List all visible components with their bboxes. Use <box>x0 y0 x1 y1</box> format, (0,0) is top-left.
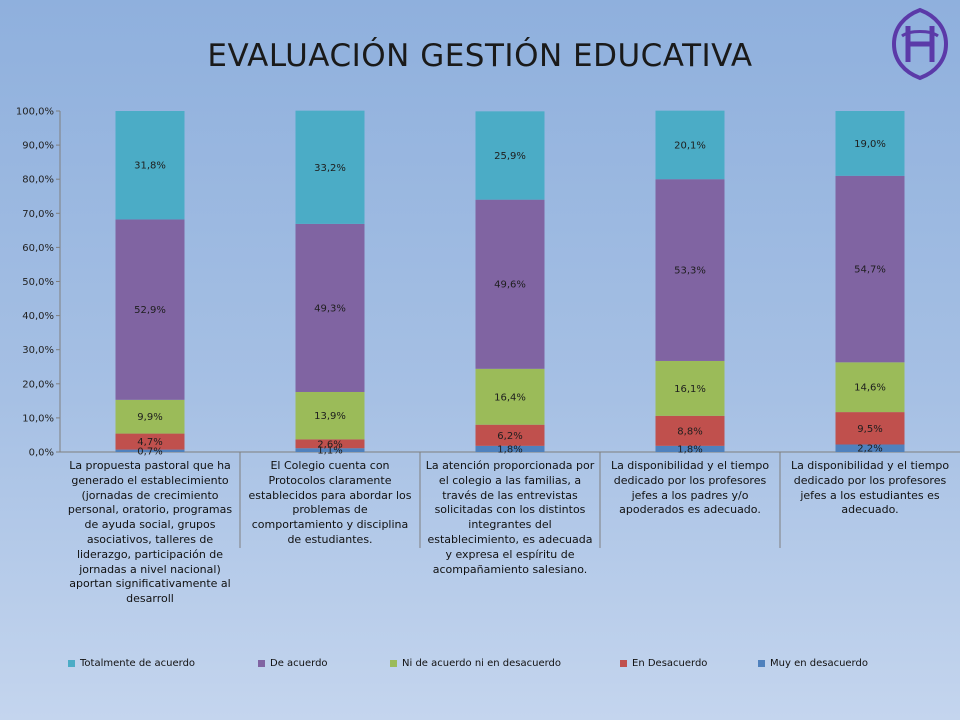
data-label: 53,3% <box>674 266 706 277</box>
legend-label: En Desacuerdo <box>632 658 708 669</box>
y-tick-label: 90,0% <box>22 141 54 152</box>
data-label: 1,8% <box>497 444 522 455</box>
data-label: 9,5% <box>857 424 882 435</box>
legend-item: Totalmente de acuerdo <box>68 658 195 669</box>
bar-segment <box>115 111 185 220</box>
bar-segment <box>655 110 725 180</box>
data-label: 9,9% <box>137 412 162 423</box>
data-label: 31,8% <box>134 161 166 172</box>
chart-axes: 0,0% 10,0% 20,0% 30,0% 40,0% 50,0% 60,0% 70,0% 8… <box>16 107 960 548</box>
legend-label: Totalmente de acuerdo <box>80 658 196 669</box>
data-label: 16,4% <box>494 392 526 403</box>
legend-item: En Desacuerdo <box>620 658 707 669</box>
bar-segment <box>835 444 905 452</box>
data-label: 1,8% <box>677 444 702 455</box>
x-category-label: La atención proporcionada por el colegio… <box>425 459 595 576</box>
bar-segment <box>475 111 545 200</box>
data-label: 54,7% <box>854 265 886 276</box>
bar-segment <box>475 368 545 425</box>
bar-segment <box>655 415 725 446</box>
bar-segment <box>835 362 905 413</box>
legend-swatch <box>68 660 75 667</box>
data-label: 49,3% <box>314 303 346 314</box>
bar-segment <box>835 111 905 176</box>
data-label: 4,7% <box>137 437 162 448</box>
data-label: 33,2% <box>314 163 346 174</box>
legend-swatch <box>620 660 627 667</box>
data-label: 13,9% <box>314 411 346 422</box>
bar-segment <box>295 439 365 449</box>
data-label: 14,6% <box>854 383 886 394</box>
bar-segment <box>115 433 185 450</box>
x-category-label: El Colegio cuenta con Protocolos clarame… <box>248 459 412 546</box>
chart-data-labels: 0,7%4,7% 9,9% 52,9% 31,8% 1,1%2,6% 13,9% 49,3%… <box>134 139 886 457</box>
bar-segment <box>475 424 545 446</box>
bar-segment <box>655 360 725 416</box>
legend-item: Muy en desacuerdo <box>758 658 868 669</box>
bar-segment <box>295 448 365 452</box>
legend-label: Muy en desacuerdo <box>770 658 868 669</box>
y-tick-label: 10,0% <box>22 413 54 424</box>
legend-item: De acuerdo <box>258 658 328 669</box>
bar-segment <box>835 412 905 445</box>
page-title: EVALUACIÓN GESTIÓN EDUCATIVA <box>207 38 753 74</box>
chart-bars <box>115 110 905 452</box>
legend-swatch <box>258 660 265 667</box>
bar-segment <box>835 175 905 363</box>
y-tick-label: 70,0% <box>22 209 54 220</box>
y-tick-label: 40,0% <box>22 311 54 322</box>
data-label: 2,2% <box>857 444 882 455</box>
bar-segment <box>115 219 185 400</box>
data-label: 2,6% <box>317 439 342 450</box>
data-label: 1,1% <box>317 446 342 457</box>
bar-segment <box>655 179 725 361</box>
legend-item: Ni de acuerdo ni en desacuerdo <box>390 658 561 669</box>
data-label: 20,1% <box>674 140 706 151</box>
chart-legend: Totalmente de acuerdo De acuerdo Ni de acu… <box>60 658 950 676</box>
legend-label: Ni de acuerdo ni en desacuerdo <box>402 658 562 669</box>
data-label: 0,7% <box>137 446 162 457</box>
data-label: 19,0% <box>854 139 886 150</box>
y-tick-label: 60,0% <box>22 243 54 254</box>
y-tick-label: 80,0% <box>22 175 54 186</box>
y-tick-label: 0,0% <box>29 448 54 459</box>
bar-segment <box>115 399 185 434</box>
bar-segment <box>475 445 545 452</box>
y-tick-label: 100,0% <box>16 107 54 118</box>
data-label: 52,9% <box>134 305 166 316</box>
data-label: 49,6% <box>494 280 526 291</box>
x-category-label: La disponibilidad y el tiempo dedicado p… <box>610 459 770 517</box>
y-tick-label: 30,0% <box>22 345 54 356</box>
bar-segment <box>475 199 545 369</box>
school-emblem-icon <box>891 7 949 81</box>
data-label: 8,8% <box>677 426 702 437</box>
legend-swatch <box>758 660 765 667</box>
bar-segment <box>295 391 365 440</box>
legend-swatch <box>390 660 397 667</box>
data-label: 25,9% <box>494 151 526 162</box>
bar-segment <box>115 449 185 452</box>
bar-segment <box>295 223 365 392</box>
bar-segment <box>295 110 365 224</box>
bar-segment <box>655 445 725 452</box>
y-tick-label: 50,0% <box>22 277 54 288</box>
data-label: 16,1% <box>674 384 706 395</box>
legend-label: De acuerdo <box>270 658 328 669</box>
x-category-label: La disponibilidad y el tiempo dedicado p… <box>790 459 950 517</box>
data-label: 6,2% <box>497 431 522 442</box>
y-tick-label: 20,0% <box>22 379 54 390</box>
x-category-label: La propuesta pastoral que ha generado el… <box>67 459 233 606</box>
